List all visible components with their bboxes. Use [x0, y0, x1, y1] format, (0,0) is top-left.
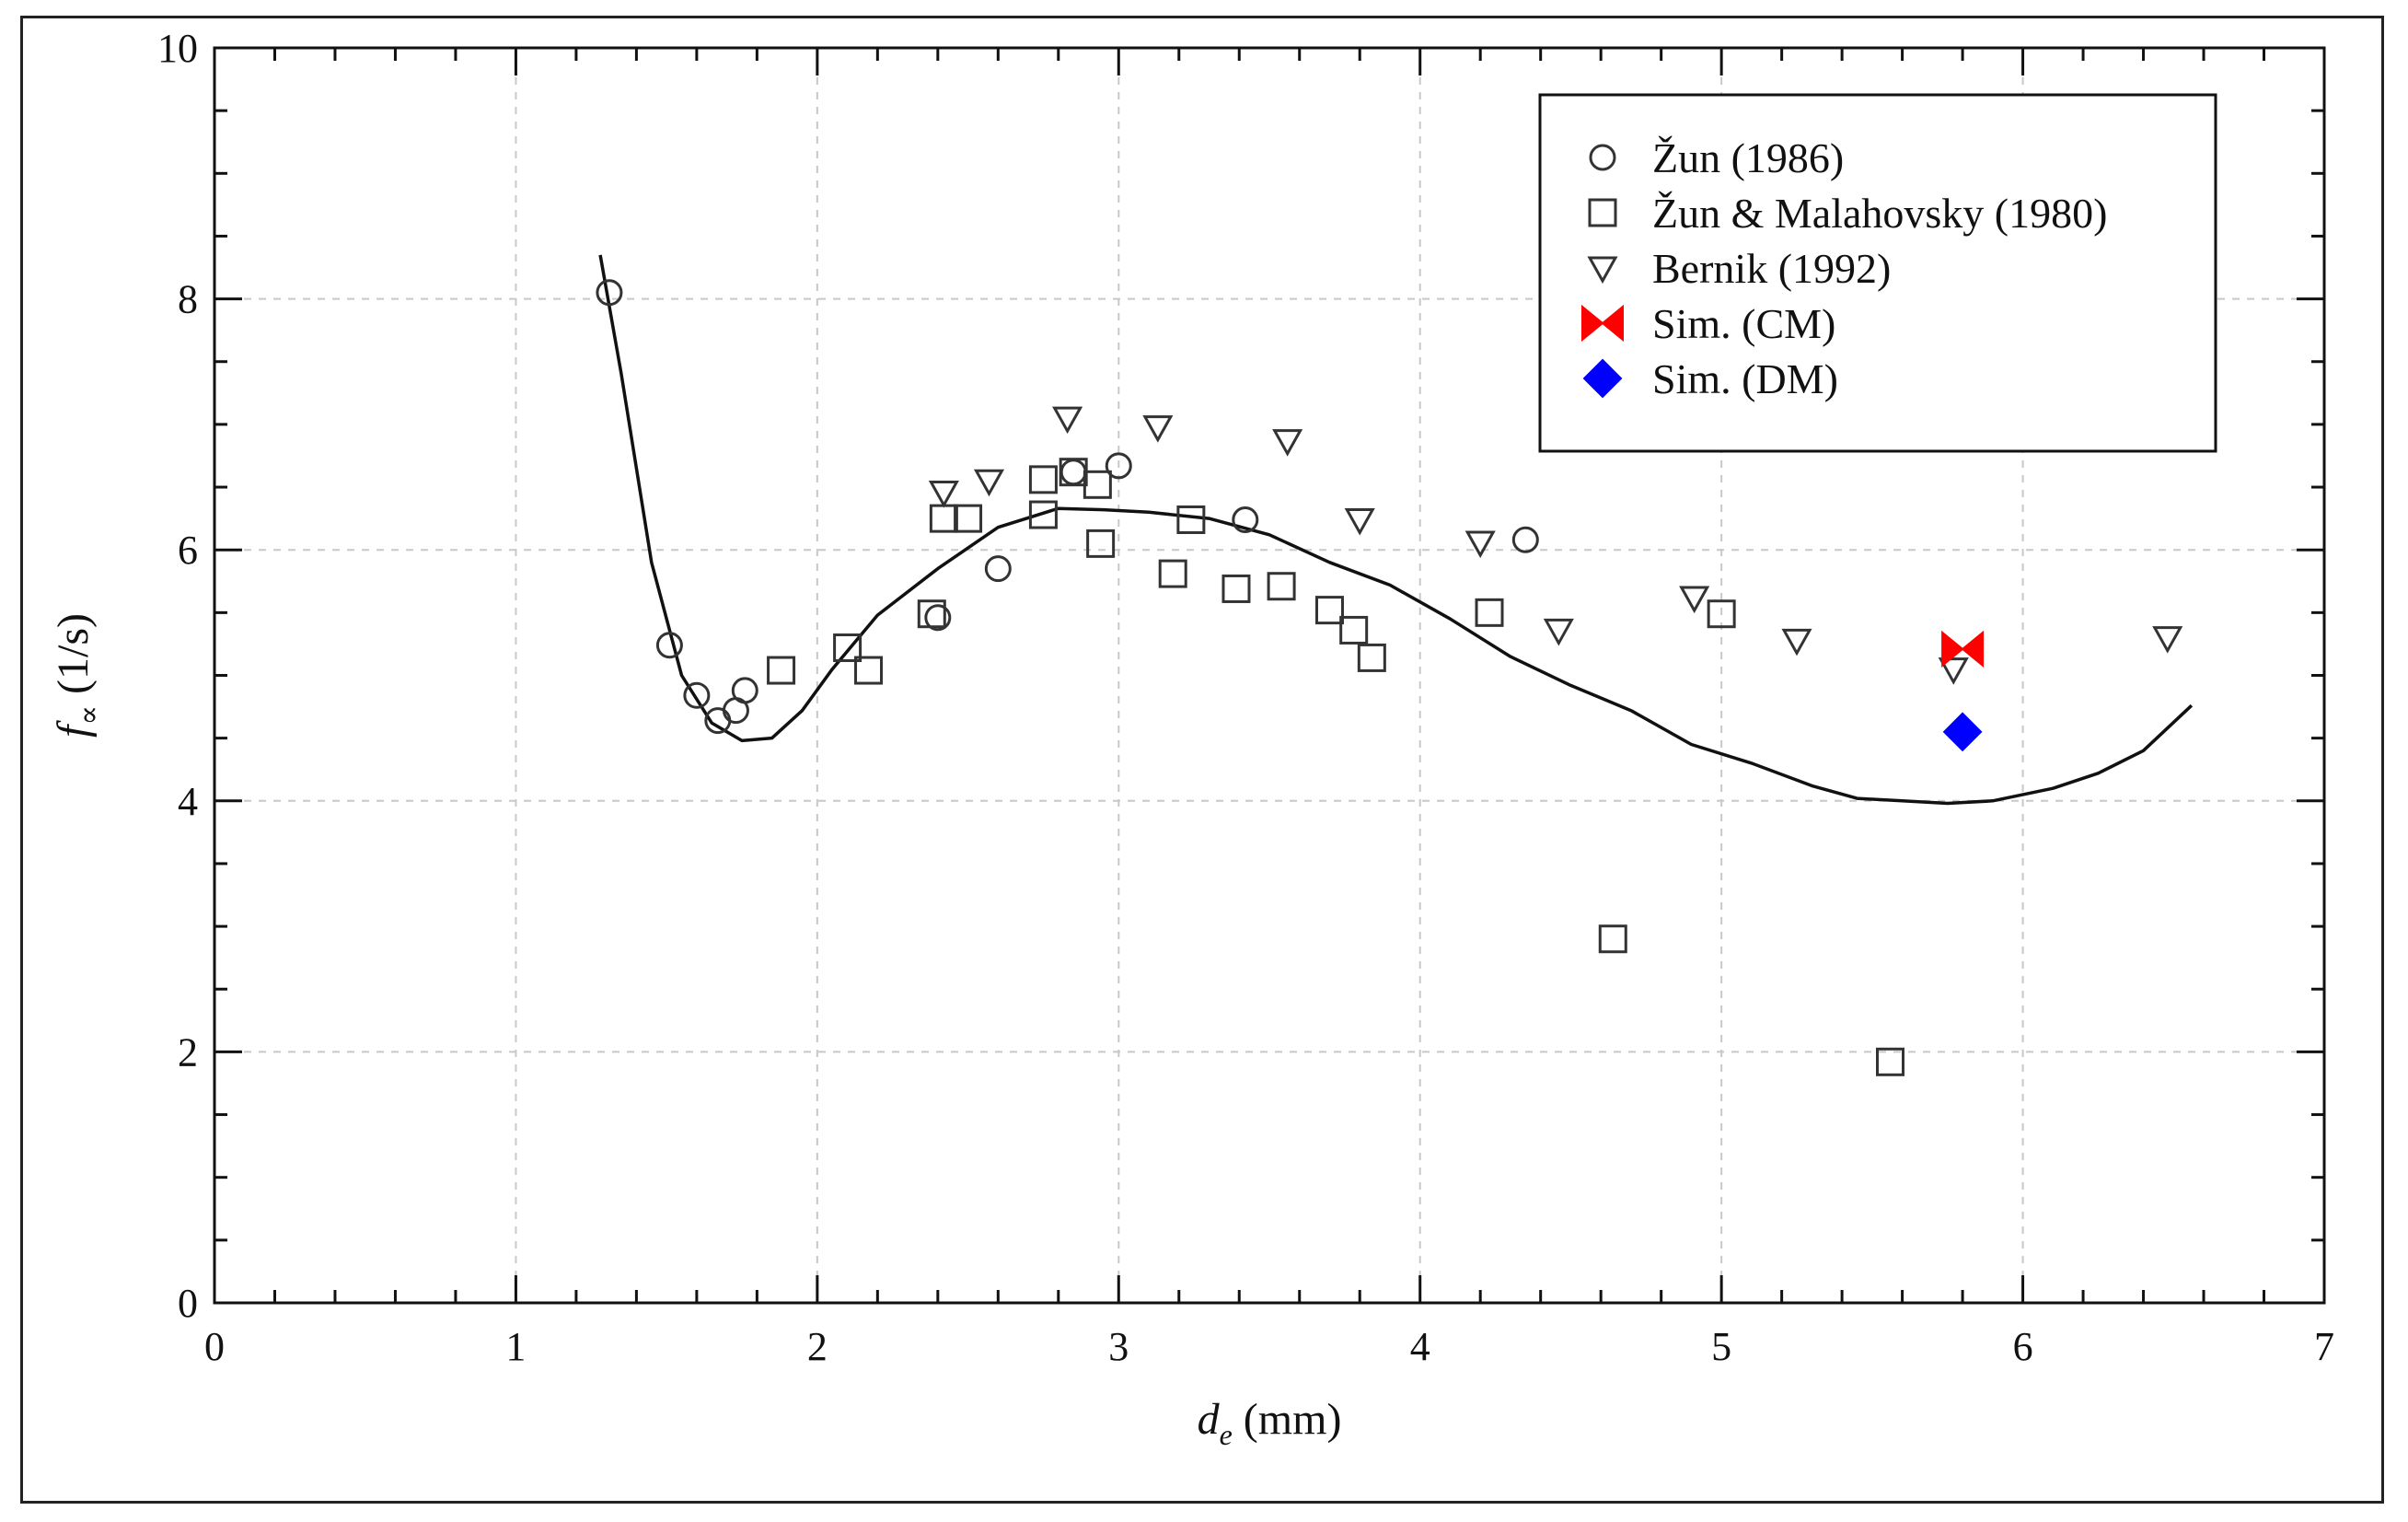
data-point-triangle-down — [1781, 628, 1812, 656]
data-point-bowtie — [1941, 630, 1985, 668]
legend-label: Žun (1986) — [1652, 134, 1844, 181]
data-point-circle — [924, 604, 952, 632]
data-point-circle — [984, 555, 1012, 583]
legend-box — [1538, 93, 2217, 453]
legend-label: Bernik (1992) — [1652, 245, 1891, 292]
data-point-triangle-down — [1272, 429, 1303, 457]
data-point-square — [1475, 598, 1504, 627]
y-axis-title: f∝ (1/s) — [49, 613, 105, 738]
data-point-circle — [1232, 505, 1259, 533]
x-tick-label: 5 — [1711, 1324, 1731, 1369]
data-point-triangle-down — [1052, 406, 1083, 435]
legend-marker-diamond — [1582, 358, 1623, 399]
axis-ticks: 0 1 2 3 4 5 6 7 0 2 4 6 8 10 — [157, 26, 2334, 1369]
data-markers — [596, 279, 2183, 1076]
legend-marker-triangle-down — [1587, 256, 1618, 285]
data-point-square — [833, 633, 862, 663]
data-point-triangle-down — [1344, 507, 1375, 536]
x-tick-label: 4 — [1410, 1324, 1430, 1369]
data-point-square — [1339, 615, 1369, 645]
legend-label: Sim. (CM) — [1652, 300, 1835, 347]
data-point-square — [1028, 465, 1058, 494]
y-tick-label: 2 — [178, 1029, 198, 1075]
data-point-square — [1158, 559, 1187, 588]
legend-label: Sim. (DM) — [1652, 355, 1838, 402]
data-point-triangle-down — [1464, 530, 1496, 559]
data-point-circle — [1105, 452, 1132, 480]
y-tick-label: 4 — [178, 779, 198, 824]
y-tick-label: 8 — [178, 277, 198, 322]
legend-marker-bowtie — [1581, 304, 1624, 343]
data-point-square — [1876, 1047, 1905, 1076]
data-point-square — [1357, 643, 1386, 672]
x-tick-label: 1 — [505, 1324, 526, 1369]
data-point-triangle-down — [2152, 626, 2183, 654]
x-axis-title: de (mm) — [1198, 1395, 1342, 1451]
y-tick-label: 10 — [157, 26, 198, 71]
data-point-square — [1028, 500, 1058, 529]
data-point-circle — [683, 681, 711, 709]
data-point-circle — [1511, 526, 1539, 553]
x-tick-label: 3 — [1108, 1324, 1129, 1369]
data-point-triangle-down — [1938, 657, 1969, 685]
data-point-triangle-down — [973, 469, 1005, 497]
legend-marker-square — [1588, 198, 1617, 227]
y-tick-label: 0 — [178, 1281, 198, 1326]
data-point-circle — [655, 632, 683, 659]
fit-curve-layer — [598, 254, 2194, 806]
x-tick-label: 2 — [807, 1324, 828, 1369]
data-point-square — [917, 599, 946, 629]
data-point-square — [1707, 599, 1736, 629]
data-point-square — [954, 504, 983, 533]
legend: Žun (1986) Žun & Malahovsky (1980) Bernik … — [1538, 93, 2217, 453]
data-point-diamond — [1942, 712, 1983, 752]
x-tick-label: 0 — [204, 1324, 225, 1369]
data-point-circle — [596, 279, 623, 307]
data-point-triangle-down — [1543, 618, 1574, 646]
data-point-triangle-down — [1679, 586, 1710, 614]
data-point-square — [1086, 529, 1116, 558]
x-tick-label: 6 — [2013, 1324, 2033, 1369]
data-point-square — [1314, 596, 1344, 625]
legend-label: Žun & Malahovsky (1980) — [1652, 190, 2107, 237]
data-point-square — [854, 656, 884, 685]
legend-marker-circle — [1589, 144, 1616, 171]
x-tick-label: 7 — [2314, 1324, 2334, 1369]
fit-curve — [598, 254, 2194, 806]
data-point-square — [1176, 505, 1206, 534]
data-point-square — [929, 504, 958, 533]
data-point-square — [767, 656, 796, 685]
data-point-square — [1082, 470, 1112, 499]
data-point-square — [1267, 572, 1296, 601]
data-point-circle — [731, 677, 758, 704]
data-point-square — [1598, 924, 1627, 954]
y-tick-label: 6 — [178, 528, 198, 573]
data-point-triangle-down — [928, 481, 959, 508]
data-point-circle — [1059, 459, 1087, 486]
data-point-triangle-down — [1142, 415, 1174, 443]
data-point-square — [1221, 574, 1251, 603]
